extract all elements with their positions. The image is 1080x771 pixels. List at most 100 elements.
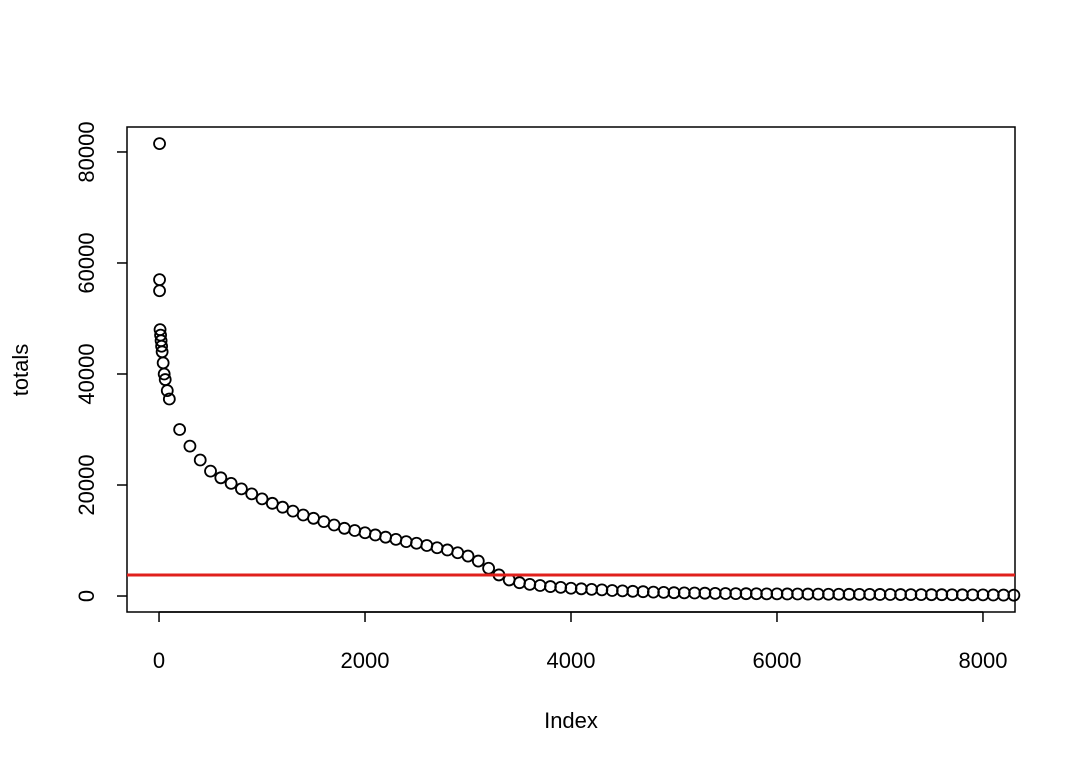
point [914,588,928,602]
point [955,588,969,602]
point [157,367,171,381]
point [286,504,300,518]
point [533,579,547,592]
y-tick-label: 80000 [74,121,99,182]
point [997,588,1010,602]
point [873,588,887,601]
point [801,587,815,601]
point [153,284,166,298]
point [667,586,681,600]
point [698,586,712,600]
point [770,587,784,601]
point [410,536,423,550]
point [296,508,310,522]
x-axis-label: Index [544,708,598,733]
point [739,587,753,601]
x-tick-label: 8000 [958,648,1007,673]
point [749,587,763,601]
point [327,518,341,532]
point [544,580,557,593]
point [780,587,794,601]
point [461,549,475,563]
point [729,587,743,601]
point [832,587,846,601]
y-tick-label: 60000 [74,232,99,293]
y-tick-label: 40000 [74,343,99,404]
point [811,587,825,601]
x-tick-label: 4000 [547,648,596,673]
point [160,384,174,398]
point [358,526,372,540]
point [894,588,907,601]
point [193,453,207,467]
point [945,588,959,602]
point [883,588,897,601]
point [235,482,248,496]
point [852,587,866,601]
point [153,137,166,151]
point [719,587,732,600]
point [204,464,217,478]
point [307,511,320,525]
point [265,496,279,510]
y-tick-label: 20000 [74,454,99,515]
point [904,588,918,601]
point [153,273,166,287]
point [471,554,485,568]
point [338,521,351,535]
point [399,535,413,549]
point [173,423,187,436]
point [636,585,650,599]
point [554,581,568,594]
point [1007,588,1021,602]
x-tick-label: 0 [153,648,165,673]
point [574,582,588,596]
point [156,356,170,370]
point [646,585,660,599]
point [317,515,331,529]
point [842,587,856,601]
point [451,546,465,560]
point [976,588,990,602]
point [688,586,701,600]
point [379,530,393,544]
point [155,339,169,353]
point [863,588,877,601]
point [935,588,949,602]
point [585,582,598,596]
x-tick-label: 2000 [341,648,390,673]
point [626,584,640,598]
point [276,500,290,514]
point [224,476,238,490]
point [183,439,197,453]
point [368,528,382,542]
point [420,539,434,552]
y-axis-label: totals [8,344,33,397]
point [430,541,444,555]
point [214,471,228,485]
point [822,587,835,601]
point [389,532,403,546]
point [760,587,774,601]
point [595,583,609,597]
point [616,584,629,598]
point [925,588,938,602]
point [605,584,619,597]
point [677,586,691,600]
point [966,588,980,602]
point [441,543,454,557]
y-tick-label: 0 [74,590,99,602]
point [791,587,804,601]
point [162,392,176,406]
point [564,581,578,595]
point [523,577,537,591]
point [348,524,362,537]
point [255,492,269,506]
point [708,586,722,600]
point [986,588,1000,602]
x-tick-label: 6000 [753,648,802,673]
point [482,561,496,575]
point [657,586,671,599]
point [245,487,259,501]
